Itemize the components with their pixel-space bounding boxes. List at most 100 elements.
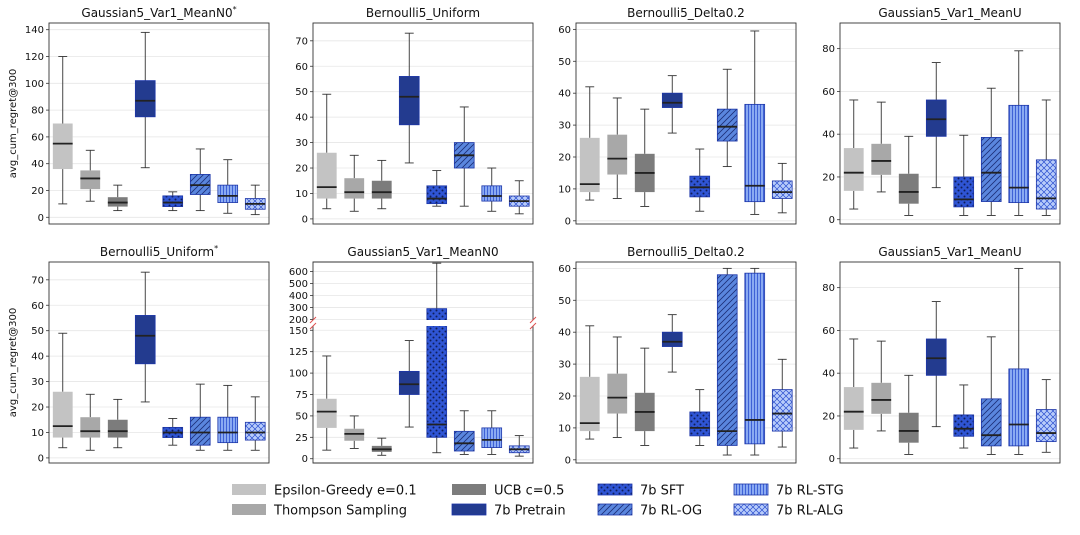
box-5 [689,389,711,446]
box-3 [107,398,128,449]
box-iqr [1035,409,1057,443]
axes-frame [575,22,797,225]
panel-1: Gaussian5_Var1_MeanN0* 0 20 40 60 80 100 120 140… [8,5,270,225]
tick-label: 50 [295,411,308,422]
box-iqr [689,411,711,437]
box-7 [217,384,239,451]
box-2 [80,149,101,202]
box-5 [953,134,975,216]
panel-title: Bernoulli5_Uniform [366,6,480,20]
y-axis-label: avg_cum_regret@300 [8,69,19,178]
tick-label: 40 [31,352,44,363]
box-iqr [426,185,448,205]
box-3 [371,159,392,210]
box-3 [634,108,655,207]
tick-label: 500 [289,279,308,290]
box-iqr [744,103,766,203]
tick-label: 100 [25,79,44,90]
box-1 [52,332,73,449]
box-4 [134,31,156,169]
box-iqr [244,421,266,441]
box-3 [107,184,128,212]
tick-label: 200 [289,315,308,326]
box-7 [1008,50,1030,216]
tick-label: 60 [822,326,835,337]
box-iqr [371,180,392,199]
box-1 [52,56,73,205]
tick-label: 50 [295,87,308,98]
axes-frame [839,261,1061,464]
tick-label: 60 [31,132,44,143]
tick-label: 40 [558,89,571,100]
tick-label: 0 [38,453,44,464]
tick-label: 30 [31,377,44,388]
legend-swatch [733,503,769,516]
box-iqr [871,382,892,414]
legend-swatch [452,484,486,495]
legend-item-6: 7b RL-OG [597,504,702,519]
axes-frame [48,261,270,464]
box-iqr [843,148,864,191]
tick-label: 20 [31,403,44,414]
break-mark [309,322,317,330]
box-2 [344,154,365,212]
break-mark [309,316,317,324]
tick-label: 140 [25,25,44,36]
break-mark [529,316,537,324]
tick-label: 70 [295,36,308,47]
axes-frame [839,22,1061,225]
tick-label: 40 [822,369,835,380]
legend-label: 7b RL-STG [776,484,844,499]
box-iqr [716,274,738,446]
box-8 [771,162,793,214]
tick-label: 30 [558,121,571,132]
box-6 [716,267,738,456]
box-5 [162,191,184,212]
box-iqr [744,272,766,445]
panel-title: Bernoulli5_Delta0.2 [627,245,745,259]
legend-swatch [232,484,266,495]
tick-label: 100 [289,369,308,380]
legend-item-4: 7b Pretrain [451,503,566,519]
panel-7: Bernoulli5_Delta0.2 0 10 20 30 40 50 60 [558,245,797,466]
legend-swatch [451,503,487,516]
box-iqr [607,373,628,414]
box-7 [1008,267,1030,455]
box-2 [80,393,101,451]
tick-label: 20 [295,164,308,175]
legend-swatch [232,504,266,515]
box-iqr [1008,368,1030,447]
box-3 [898,135,919,216]
tick-label: 40 [295,113,308,124]
box-6 [453,410,475,455]
tick-label: 120 [25,52,44,63]
box-8 [1035,99,1057,216]
box-iqr [134,315,156,365]
panel-4: Gaussian5_Var1_MeanU 0 20 40 60 80 [822,6,1061,226]
legend: Epsilon-Greedy e=0.1 Thompson Sampling UCB… [232,484,844,519]
box-iqr [925,99,947,137]
box-2 [607,97,628,199]
box-iqr [980,136,1002,202]
legend-swatch [733,483,769,496]
box-iqr [189,416,211,446]
box-iqr [1008,104,1030,204]
legend-label: 7b RL-OG [640,504,702,519]
tick-label: 50 [31,326,44,337]
box-iqr [316,152,337,199]
tick-label: 80 [822,283,835,294]
box-4 [134,271,156,403]
box-4 [925,301,947,428]
box-iqr [980,398,1002,447]
panel-title: Bernoulli5_Uniform* [100,244,218,259]
tick-label: 20 [558,153,571,164]
tick-label: 60 [295,62,308,73]
tick-label: 10 [558,184,571,195]
box-6 [980,87,1002,216]
tick-label: 20 [822,411,835,422]
panel-5: Bernoulli5_Uniform* 0 10 20 30 40 50 60 70 avg_cu… [8,244,270,464]
box-6 [453,106,475,207]
box-5 [426,170,448,207]
axes-frame-upper [312,261,534,320]
box-5 [953,384,975,449]
